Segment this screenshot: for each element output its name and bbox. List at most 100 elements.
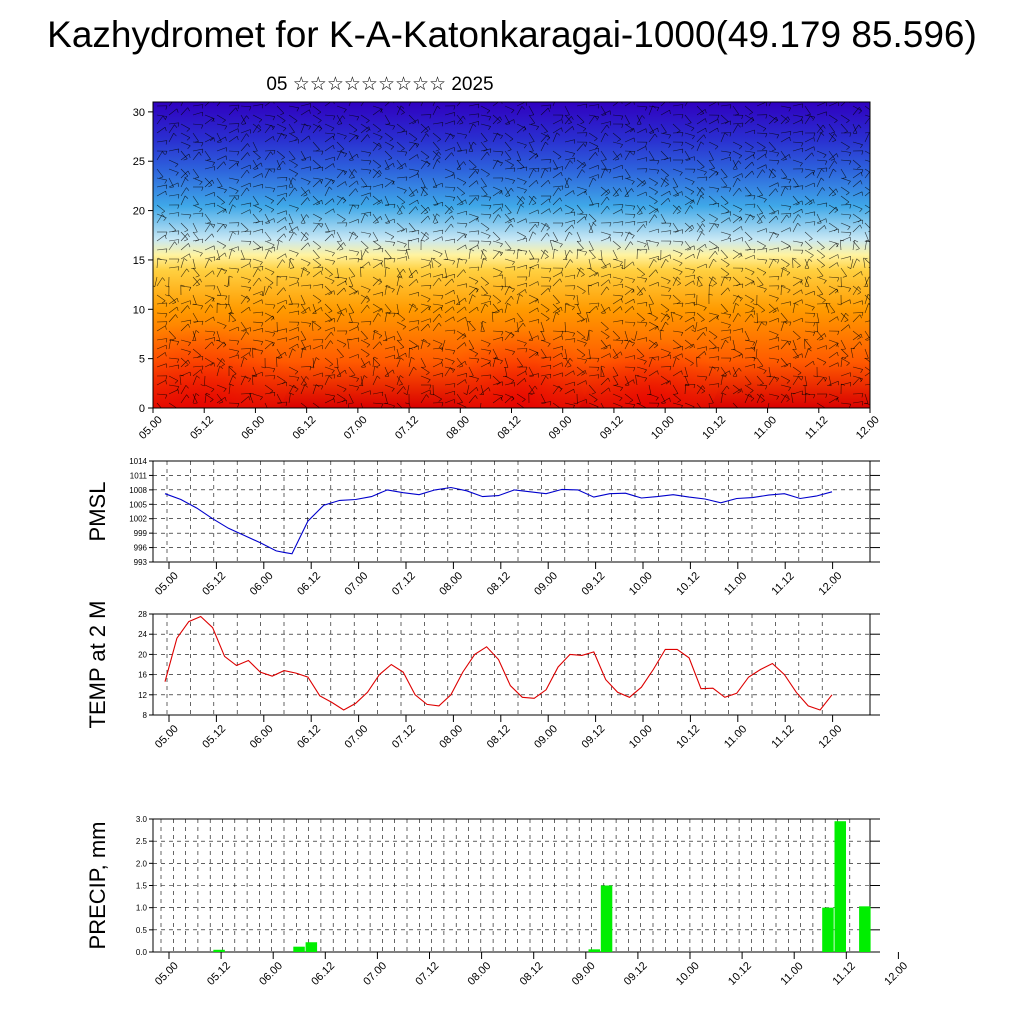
wind-barb	[252, 150, 261, 158]
wind-barb-flag	[751, 161, 755, 166]
wind-barb-flag	[489, 362, 491, 367]
wind-barb	[456, 115, 464, 125]
wind-barb-flag	[424, 211, 429, 215]
wind-barb-flag	[500, 243, 503, 248]
wind-barb	[480, 387, 489, 395]
wind-barb-flag	[281, 132, 285, 137]
wind-barb	[252, 124, 259, 134]
wind-barb	[636, 402, 646, 408]
wind-barb-flag	[285, 217, 287, 222]
wind-barb-flag	[534, 299, 539, 303]
wind-barb-flag	[413, 366, 417, 371]
wind-barb	[456, 231, 467, 235]
wind-barb-flag	[165, 338, 168, 343]
wind-barb-flag	[353, 291, 358, 295]
wind-barb-flag	[389, 138, 394, 142]
wind-barb	[504, 266, 515, 269]
wind-barb	[672, 191, 683, 197]
wind-barb	[216, 358, 223, 368]
wind-barb-flag	[549, 268, 552, 273]
wind-barb	[360, 192, 371, 197]
wind-barb-flag	[495, 357, 499, 360]
wind-barb-flag	[195, 330, 200, 333]
wind-barb	[288, 123, 295, 133]
wind-barb-flag	[653, 345, 658, 349]
wind-barb	[516, 378, 525, 386]
wind-barb-flag	[361, 366, 366, 368]
wind-barb	[816, 258, 825, 266]
wind-barb	[324, 267, 333, 275]
wind-barb-flag	[281, 120, 286, 124]
wind-barb-flag	[549, 208, 551, 213]
wind-barb	[744, 129, 755, 134]
wind-barb	[444, 215, 453, 224]
x-tick-label: 07.00	[343, 570, 371, 598]
wind-barb-flag	[813, 137, 815, 142]
wind-barb	[504, 217, 514, 224]
wind-barb	[384, 393, 388, 404]
wind-barb	[204, 166, 215, 170]
wind-barb	[492, 336, 503, 341]
wind-barb-flag	[174, 380, 179, 384]
wind-barb	[420, 306, 429, 314]
wind-barb	[624, 375, 630, 386]
wind-barb	[372, 248, 383, 251]
wind-barb	[372, 170, 380, 179]
wind-barb-flag	[222, 358, 226, 362]
wind-barb-flag	[693, 280, 695, 285]
wind-barb-flag	[281, 157, 285, 160]
wind-barb	[684, 274, 695, 278]
wind-barb-flag	[199, 252, 203, 257]
wind-barb-flag	[307, 262, 311, 267]
wind-barb-flag	[172, 302, 177, 305]
x-tick-label: 09.12	[598, 414, 626, 442]
wind-barb	[564, 220, 575, 224]
wind-barb-flag	[174, 241, 178, 246]
wind-barb	[240, 295, 248, 305]
wind-barb-flag	[857, 291, 862, 295]
wind-barb	[672, 302, 684, 305]
wind-barb-flag	[332, 136, 335, 140]
wind-barb	[468, 217, 478, 224]
wind-barb	[504, 114, 511, 124]
wind-barb	[744, 339, 755, 343]
wind-barb	[504, 366, 508, 377]
wind-barb	[492, 249, 503, 253]
wind-barb	[324, 258, 335, 262]
wind-barb-flag	[377, 174, 382, 178]
wind-barb-flag	[500, 135, 503, 139]
wind-barb	[792, 258, 801, 266]
wind-barb	[672, 114, 684, 116]
wind-barb	[552, 272, 562, 278]
wind-barb-flag	[354, 236, 359, 240]
wind-barb-flag	[690, 191, 695, 195]
wind-barb-flag	[860, 369, 863, 373]
wind-barb	[228, 312, 231, 323]
wind-barb-flag	[657, 208, 659, 213]
wind-barb	[864, 170, 870, 179]
wind-barb	[516, 237, 527, 242]
wind-barb-flag	[741, 123, 744, 128]
wind-barb	[540, 208, 550, 215]
wind-barb	[420, 206, 429, 215]
wind-barb	[252, 184, 263, 188]
wind-barb	[840, 312, 849, 321]
wind-barb	[780, 227, 791, 233]
wind-barb-flag	[201, 186, 204, 191]
wind-barb	[828, 339, 839, 344]
wind-barb	[168, 239, 179, 242]
wind-barb	[660, 313, 668, 323]
wind-barb-flag	[665, 184, 669, 187]
wind-barb-flag	[705, 109, 707, 114]
wind-barb	[384, 203, 396, 206]
wind-barb-flag	[848, 404, 852, 408]
wind-barb	[468, 159, 477, 168]
wind-barb	[684, 357, 694, 364]
wind-barb	[864, 191, 870, 197]
wind-barb	[828, 102, 839, 107]
wind-barb-flag	[783, 267, 787, 270]
wind-barb-flag	[358, 337, 360, 342]
wind-barb	[624, 339, 630, 350]
wind-barb	[441, 339, 446, 350]
wind-barb-flag	[421, 239, 425, 242]
